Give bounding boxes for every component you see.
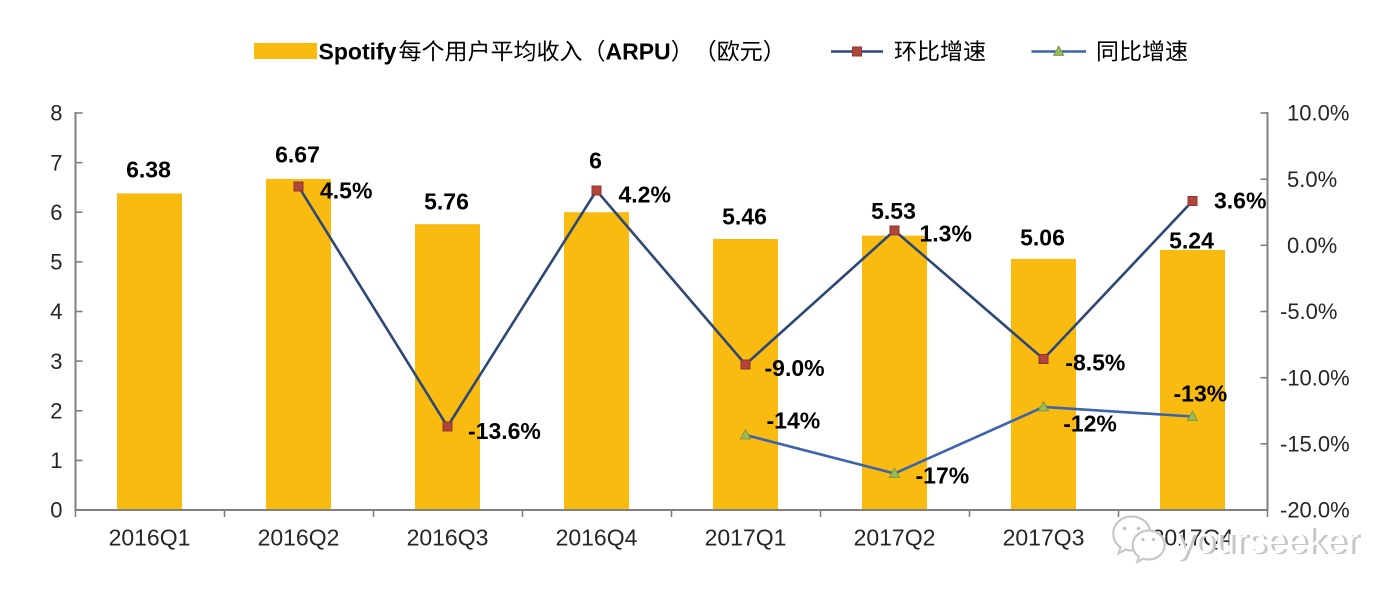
svg-text:-20.0%: -20.0%: [1280, 498, 1350, 523]
svg-text:4.5%: 4.5%: [320, 178, 372, 204]
svg-text:7: 7: [50, 150, 62, 175]
svg-text:2017Q1: 2017Q1: [705, 525, 787, 551]
svg-text:-5.0%: -5.0%: [1280, 299, 1337, 324]
svg-text:-14%: -14%: [767, 408, 821, 434]
svg-text:0: 0: [50, 498, 62, 523]
svg-text:2: 2: [50, 398, 62, 423]
svg-text:ARPU: ARPU: [606, 39, 671, 65]
svg-text:Spotify: Spotify: [319, 39, 397, 65]
svg-text:yourseeker: yourseeker: [1176, 520, 1359, 561]
svg-text:-17%: -17%: [916, 463, 970, 489]
svg-text:5.06: 5.06: [1020, 225, 1065, 251]
svg-text:6: 6: [50, 200, 62, 225]
svg-text:1.3%: 1.3%: [920, 220, 972, 246]
svg-text:2016Q4: 2016Q4: [556, 525, 638, 551]
svg-text:-12%: -12%: [1063, 410, 1117, 436]
svg-text:-13%: -13%: [1174, 381, 1228, 407]
svg-text:2017Q2: 2017Q2: [854, 525, 936, 551]
svg-text:-13.6%: -13.6%: [468, 418, 541, 444]
svg-text:4.2%: 4.2%: [619, 181, 671, 207]
svg-text:8: 8: [50, 101, 62, 126]
svg-text:6: 6: [589, 148, 602, 174]
svg-text:-8.5%: -8.5%: [1065, 349, 1125, 375]
svg-text:5.24: 5.24: [1169, 227, 1214, 253]
svg-text:5.53: 5.53: [871, 198, 916, 224]
svg-text:4: 4: [50, 299, 62, 324]
svg-text:2017Q3: 2017Q3: [1003, 525, 1085, 551]
svg-text:5.46: 5.46: [722, 203, 767, 229]
svg-text:5.76: 5.76: [424, 188, 469, 214]
svg-text:10.0%: 10.0%: [1287, 101, 1349, 126]
svg-text:6.38: 6.38: [126, 157, 171, 183]
svg-text:5.0%: 5.0%: [1287, 167, 1337, 192]
svg-text:-9.0%: -9.0%: [765, 355, 825, 381]
svg-text:-15.0%: -15.0%: [1280, 432, 1350, 457]
svg-text:2016Q3: 2016Q3: [407, 525, 489, 551]
svg-text:3.6%: 3.6%: [1214, 188, 1266, 214]
svg-text:2016Q2: 2016Q2: [258, 525, 340, 551]
svg-text:6.67: 6.67: [275, 142, 320, 168]
svg-text:2016Q1: 2016Q1: [109, 525, 191, 551]
svg-text:3: 3: [50, 349, 62, 374]
svg-text:0.0%: 0.0%: [1287, 233, 1337, 258]
svg-text:yourseeker: yourseeker: [1179, 521, 1362, 562]
svg-text:-10.0%: -10.0%: [1280, 365, 1350, 390]
svg-text:5: 5: [50, 250, 62, 275]
svg-text:1: 1: [50, 448, 62, 473]
